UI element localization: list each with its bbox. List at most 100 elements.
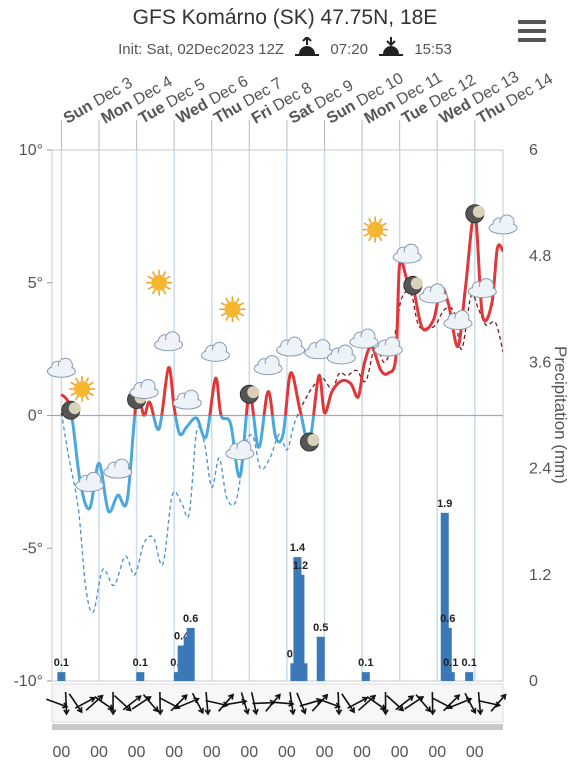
wind-arrow	[252, 701, 275, 705]
wind-arrow	[94, 696, 114, 710]
wind-arrow	[191, 692, 204, 714]
precip-bar	[440, 512, 449, 681]
precip-tick-label: 4.8	[529, 248, 551, 265]
precip-bar	[186, 627, 195, 681]
wind-arrow	[85, 695, 104, 711]
hour-label: 00	[240, 744, 258, 761]
wind-arrow	[318, 698, 340, 708]
cloud-icon	[443, 309, 473, 330]
moon-icon	[299, 432, 320, 452]
wind-arrow-head	[369, 694, 377, 701]
hour-label: 00	[316, 744, 334, 761]
wind-arrow	[205, 691, 209, 715]
wind-arrow	[299, 699, 322, 707]
wind-arrow	[113, 695, 132, 711]
cloud-icon	[467, 278, 497, 299]
forecast-subtitle: Init: Sat, 02Dec2023 12Z 07:20 15:53	[0, 35, 570, 58]
wind-arrow	[265, 694, 281, 712]
hour-label: 00	[391, 744, 409, 761]
moon-icon	[403, 275, 423, 295]
wind-arrow-head	[204, 709, 211, 716]
cloud-icon	[75, 471, 105, 492]
precip-bar	[296, 574, 305, 681]
wind-arrow	[224, 700, 247, 706]
cloud-icon	[253, 355, 283, 376]
precip-value-label: 0.1	[54, 657, 69, 669]
cloud-icon	[304, 339, 334, 360]
wind-arrow-head	[252, 708, 259, 716]
cloud-icon	[200, 341, 230, 362]
moon-icon	[61, 400, 81, 420]
wind-arrow	[341, 693, 355, 713]
wind-arrow-head	[274, 693, 281, 700]
cloud-icon	[276, 336, 306, 357]
wind-arrow-head	[289, 708, 296, 716]
temp-tick-label: -5°	[22, 540, 43, 557]
wind-arrow	[271, 701, 294, 705]
wind-arrow	[347, 697, 368, 709]
wind-arrow-head	[243, 708, 250, 716]
moon-icon	[239, 384, 260, 404]
wind-arrow-head	[407, 695, 415, 702]
precip-value-label: 1.4	[290, 542, 306, 554]
temp-tick-label: 10°	[19, 142, 43, 159]
precip-value-label: 0.1	[443, 657, 458, 669]
wind-arrow-head	[135, 695, 142, 702]
hour-label: 00	[278, 744, 296, 761]
precip-value-label: 0.1	[358, 657, 373, 669]
page-title: GFS Komárno (SK) 47.75N, 18E	[132, 6, 438, 29]
precip-bar	[465, 672, 474, 681]
wind-arrow-head	[89, 696, 96, 703]
wind-arrow-head	[349, 707, 355, 714]
sunset-time: 15:53	[414, 41, 452, 58]
wind-arrow	[395, 695, 414, 711]
wind-arrow	[296, 692, 306, 714]
precip-axis-label: Precipitation (mm)	[551, 346, 570, 484]
hour-label: 00	[466, 744, 484, 761]
wind-arrow-head	[500, 693, 507, 700]
wind-arrow-head	[454, 694, 461, 701]
wind-arrow	[122, 695, 142, 711]
sunrise-icon	[295, 35, 320, 56]
sun-icon	[219, 296, 246, 323]
wind-arrow	[337, 691, 340, 715]
wind-arrow-head	[198, 707, 204, 715]
dewpoint-line-below-zero	[61, 415, 299, 614]
precip-tick-label: 6	[529, 142, 538, 159]
sun-icon	[69, 375, 96, 402]
wind-arrow-head	[156, 709, 164, 716]
wind-arrow-head	[125, 705, 132, 712]
wind-arrow-head	[322, 693, 329, 700]
precip-bar	[316, 636, 325, 681]
precip-bar	[446, 672, 455, 681]
cloud-icon	[225, 440, 255, 461]
wind-arrow	[311, 694, 328, 712]
cloud-icon	[392, 243, 422, 264]
wind-arrow	[240, 692, 249, 714]
precip-bar	[361, 672, 370, 681]
temp-tick-label: 0°	[28, 408, 43, 425]
cloud-icon	[46, 357, 76, 378]
hamburger-menu-icon[interactable]	[518, 20, 546, 42]
hour-label: 00	[353, 744, 371, 761]
hour-label: 00	[52, 744, 70, 761]
temp-tick-label: 5°	[28, 275, 43, 292]
cloud-icon	[103, 458, 133, 479]
sunset-icon	[379, 37, 404, 56]
wind-arrow-head	[109, 709, 117, 716]
moon-icon	[465, 204, 485, 224]
wind-arrow-head	[228, 693, 235, 700]
precip-value-label: 1.9	[437, 498, 452, 510]
cloud-icon	[154, 331, 184, 352]
cloud-icon	[349, 328, 379, 349]
wind-arrow	[142, 694, 159, 712]
wind-arrow-head	[288, 700, 295, 707]
temp-tick-label: -10°	[13, 673, 43, 690]
precip-tick-label: 1.2	[529, 567, 551, 584]
hour-label: 00	[90, 744, 108, 761]
wind-arrow	[477, 691, 482, 715]
wind-arrow	[415, 694, 431, 712]
sun-icon	[146, 269, 173, 296]
wind-arrow	[358, 695, 376, 711]
